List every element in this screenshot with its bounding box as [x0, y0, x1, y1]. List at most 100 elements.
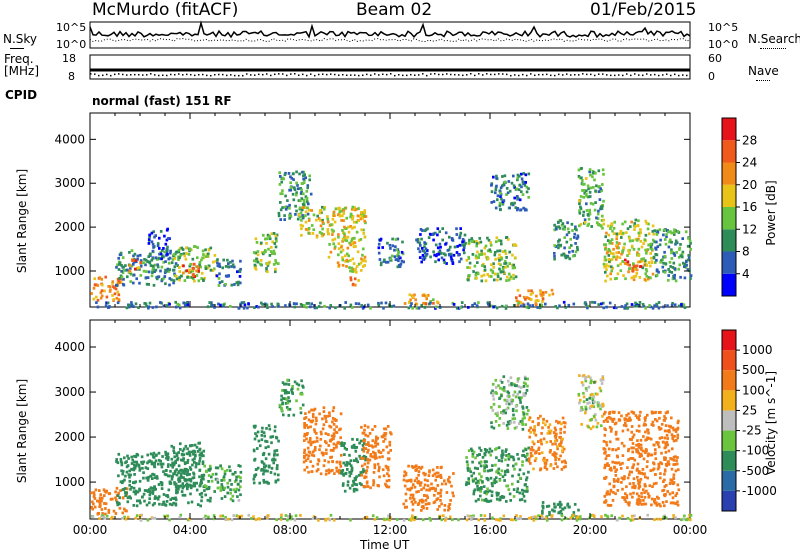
heatmap-cell	[591, 404, 594, 408]
heatmap-cell	[498, 417, 502, 420]
nave-dot	[586, 73, 588, 76]
heatmap-cell	[146, 276, 150, 279]
heatmap-cell	[553, 434, 557, 438]
heatmap-cell	[605, 268, 608, 271]
heatmap-cell	[658, 243, 662, 247]
heatmap-cell	[118, 277, 121, 280]
heatmap-cell	[259, 444, 262, 448]
heatmap-cell	[340, 442, 343, 446]
heatmap-cell	[513, 384, 517, 387]
heatmap-cell	[610, 258, 614, 261]
heatmap-cell	[124, 264, 127, 267]
heatmap-cell	[659, 504, 662, 508]
heatmap-cell	[124, 517, 128, 521]
heatmap-cell	[136, 254, 140, 258]
heatmap-cell	[355, 265, 359, 268]
heatmap-cell	[617, 461, 621, 465]
heatmap-cell	[183, 254, 186, 258]
heatmap-cell	[101, 283, 104, 287]
heatmap-cell	[513, 390, 517, 394]
heatmap-cell	[655, 258, 658, 262]
heatmap-cell	[253, 474, 257, 478]
heatmap-cell	[345, 239, 349, 243]
heatmap-cell	[643, 419, 647, 422]
power-heatmap-cells	[90, 167, 693, 310]
heatmap-cell	[200, 271, 204, 275]
heatmap-cell	[326, 228, 330, 231]
heatmap-cell	[132, 262, 135, 266]
heatmap-cell	[647, 276, 651, 279]
heatmap-cell	[686, 268, 690, 271]
heatmap-cell	[275, 435, 278, 439]
heatmap-cell	[130, 485, 133, 489]
heatmap-cell	[665, 484, 668, 487]
heatmap-cell	[453, 245, 457, 249]
heatmap-cell	[402, 502, 406, 506]
heatmap-cell	[659, 427, 663, 431]
heatmap-cell	[573, 503, 577, 506]
heatmap-cell	[582, 214, 585, 217]
heatmap-cell	[422, 486, 425, 490]
heatmap-cell	[635, 443, 638, 447]
nave-dot	[438, 73, 440, 76]
heatmap-cell	[601, 402, 605, 406]
heatmap-cell	[186, 276, 189, 279]
heatmap-cell	[279, 208, 283, 212]
nave-dot	[430, 73, 432, 75]
heatmap-cell	[159, 459, 162, 463]
heatmap-cell	[198, 492, 202, 496]
heatmap-cell	[638, 480, 642, 484]
heatmap-cell	[231, 263, 235, 267]
heatmap-cell	[148, 493, 152, 497]
heatmap-cell	[423, 229, 427, 233]
heatmap-cell	[417, 502, 421, 505]
heatmap-cell	[112, 298, 116, 301]
heatmap-cell	[359, 217, 363, 221]
heatmap-cell	[655, 240, 658, 244]
heatmap-cell	[93, 277, 96, 281]
heatmap-cell	[603, 463, 607, 467]
heatmap-cell	[273, 472, 277, 476]
heatmap-cell	[653, 443, 656, 447]
heatmap-cell	[525, 478, 528, 482]
heatmap-cell	[129, 473, 132, 477]
heatmap-cell	[93, 493, 96, 497]
heatmap-cell	[135, 460, 138, 464]
heatmap-cell	[309, 443, 313, 447]
heatmap-cell	[627, 412, 630, 416]
heatmap-cell	[664, 450, 668, 454]
heatmap-cell	[639, 410, 642, 414]
heatmap-cell	[413, 479, 417, 483]
nave-dot	[190, 73, 192, 76]
heatmap-cell	[566, 221, 569, 225]
heatmap-cell	[615, 237, 618, 241]
heatmap-cell	[646, 476, 649, 480]
heatmap-cell	[490, 201, 493, 204]
heatmap-cell	[526, 302, 530, 306]
heatmap-cell	[689, 513, 693, 517]
heatmap-cell	[589, 376, 592, 380]
colorbar-swatch	[722, 330, 736, 351]
nsky-line-legend	[10, 48, 24, 49]
heatmap-cell	[340, 209, 343, 213]
heatmap-cell	[439, 488, 443, 492]
heatmap-cell	[646, 454, 650, 458]
heatmap-cell	[420, 505, 424, 509]
heatmap-cell	[585, 209, 589, 212]
heatmap-cell	[657, 497, 660, 500]
heatmap-cell	[182, 453, 186, 457]
heatmap-cell	[197, 269, 200, 273]
nave-dot	[98, 74, 100, 77]
heatmap-cell	[268, 235, 271, 238]
heatmap-cell	[325, 469, 328, 473]
heatmap-cell	[612, 247, 615, 251]
heatmap-cell	[471, 460, 474, 464]
heatmap-cell	[305, 423, 308, 427]
heatmap-cell	[331, 217, 335, 221]
heatmap-cell	[371, 428, 374, 431]
heatmap-cell	[506, 191, 510, 195]
heatmap-cell	[602, 222, 606, 226]
heatmap-cell	[101, 512, 104, 515]
heatmap-cell	[668, 270, 672, 273]
